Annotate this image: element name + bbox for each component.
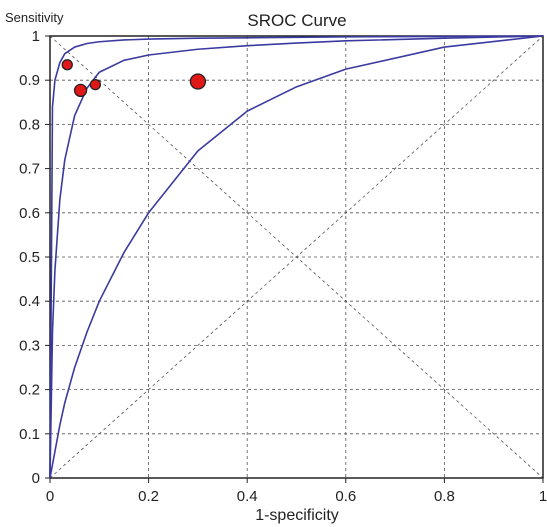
- y-tick-label: 0.6: [19, 205, 40, 222]
- sroc-curves: [49, 35, 544, 479]
- y-tick-label: 0.2: [19, 382, 40, 399]
- y-tick-label: 1: [32, 28, 40, 45]
- y-tick-label: 0.4: [19, 293, 40, 310]
- x-tick-label: 0.6: [335, 488, 356, 505]
- x-tick-labels: 0 0.2 0.4 0.6 0.8 1: [46, 488, 547, 505]
- y-tick-label: 0.7: [19, 161, 40, 178]
- x-axis-label: 1-specificity: [255, 507, 339, 524]
- x-tick-label: 0.2: [138, 488, 159, 505]
- anti-diagonal-line: [49, 35, 544, 479]
- sroc-curve-1: [49, 35, 544, 479]
- x-tick-label: 1: [539, 488, 547, 505]
- x-tick-label: 0: [46, 488, 54, 505]
- y-tick-label: 0.3: [19, 337, 40, 354]
- study-point: [89, 78, 102, 91]
- y-axis-label: Sensitivity: [5, 10, 64, 25]
- y-tick-label: 0: [32, 470, 40, 487]
- y-tick-label: 0.1: [19, 426, 40, 443]
- study-point: [189, 73, 207, 90]
- y-tick-label: 0.9: [19, 72, 40, 89]
- y-tick-labels: 0 0.1 0.2 0.3 0.4 0.5 0.6 0.7 0.8 0.9 1: [19, 28, 40, 487]
- study-points: [61, 59, 207, 98]
- y-tick-label: 0.5: [19, 249, 40, 266]
- study-point: [73, 83, 88, 98]
- plot-frame: [49, 35, 544, 479]
- chart-title: SROC Curve: [247, 11, 346, 30]
- study-point: [61, 59, 73, 71]
- diagonal-lines: [49, 35, 544, 479]
- x-tick-label: 0.8: [434, 488, 455, 505]
- sroc-curve-2: [49, 35, 544, 479]
- y-tick-label: 0.8: [19, 116, 40, 133]
- sroc-curve-3: [49, 35, 544, 479]
- x-tick-label: 0.4: [237, 488, 258, 505]
